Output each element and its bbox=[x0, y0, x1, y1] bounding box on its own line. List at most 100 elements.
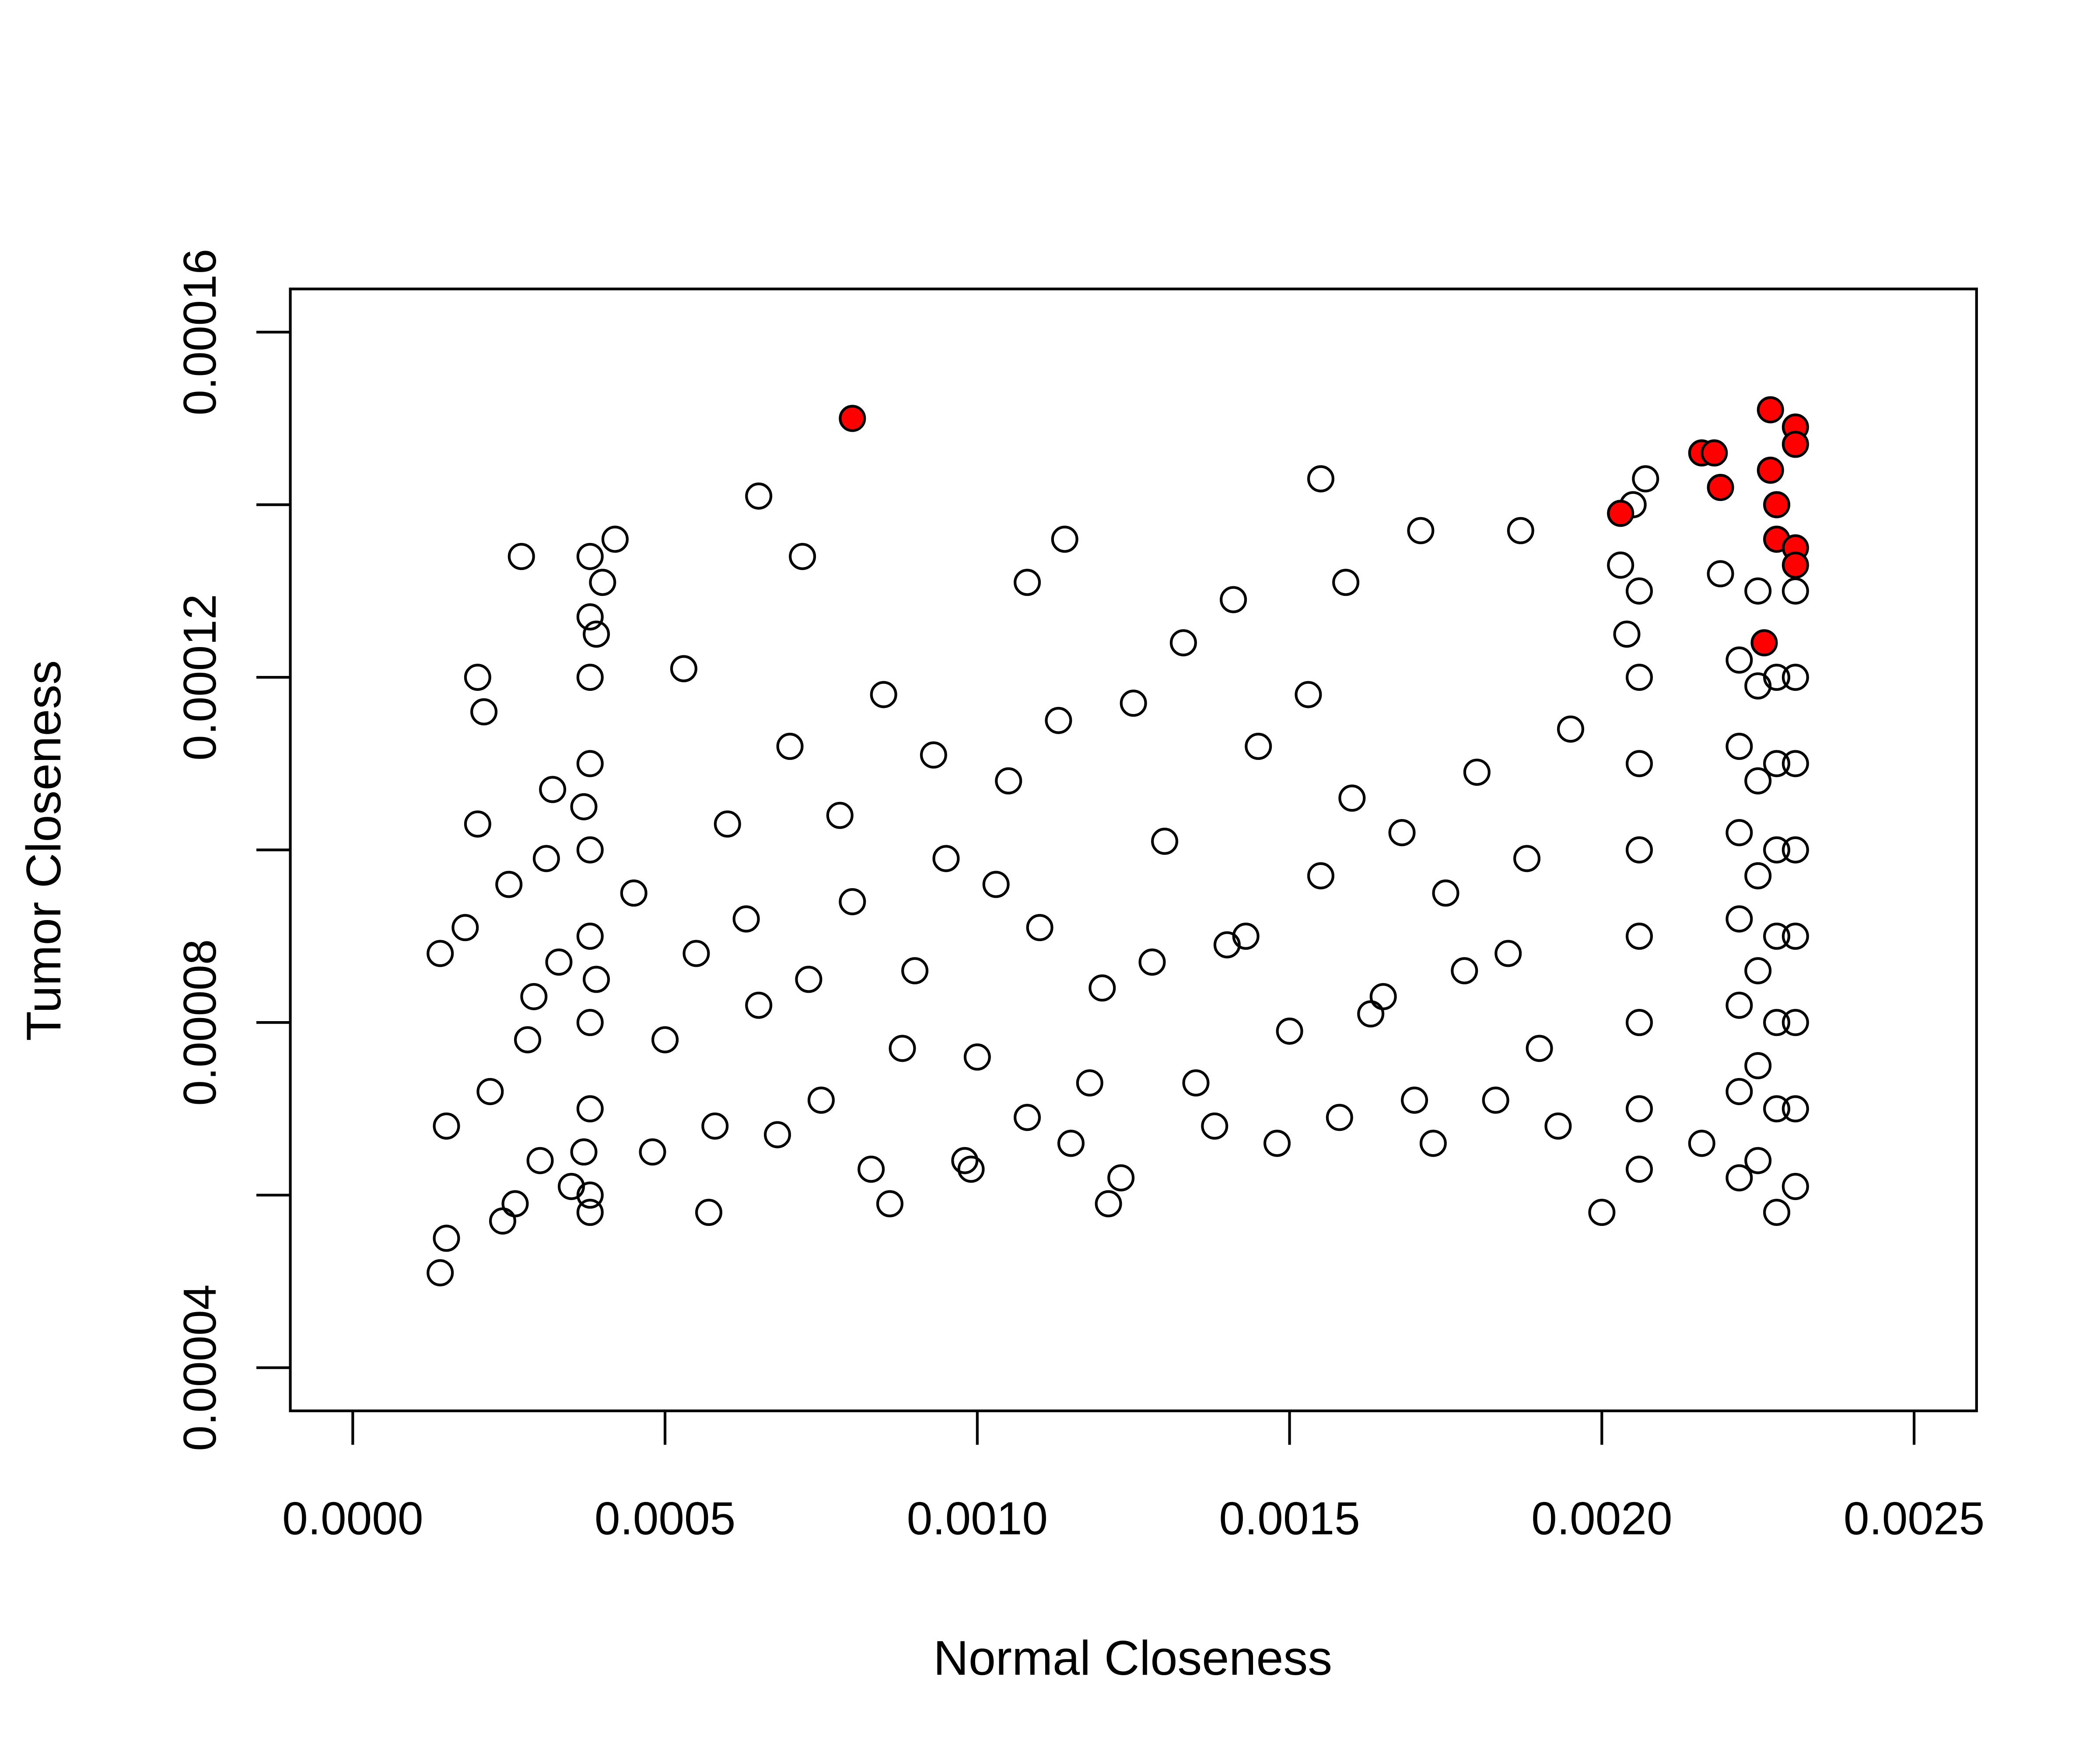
point bbox=[1782, 664, 1809, 691]
point bbox=[433, 1112, 460, 1140]
point bbox=[1357, 1000, 1385, 1028]
point bbox=[1451, 957, 1478, 984]
x-tick-label: 0.0005 bbox=[595, 1493, 735, 1544]
point bbox=[651, 1026, 679, 1054]
point bbox=[576, 1009, 604, 1036]
point bbox=[1763, 750, 1791, 777]
point bbox=[982, 871, 1010, 898]
point bbox=[1632, 465, 1659, 493]
point bbox=[489, 1207, 516, 1235]
point bbox=[1763, 922, 1791, 950]
y-tick-label: 0.00008 bbox=[175, 939, 226, 1106]
point bbox=[1613, 620, 1641, 648]
point bbox=[1625, 577, 1653, 605]
point bbox=[701, 1112, 729, 1140]
point bbox=[1526, 1035, 1553, 1062]
point bbox=[1782, 836, 1809, 864]
point bbox=[1744, 1052, 1772, 1079]
point bbox=[1332, 569, 1360, 596]
point bbox=[576, 664, 604, 691]
point bbox=[1295, 681, 1322, 708]
point bbox=[520, 983, 548, 1010]
point bbox=[476, 1078, 504, 1105]
point bbox=[1151, 827, 1179, 855]
point bbox=[570, 1138, 598, 1166]
point bbox=[870, 681, 897, 708]
point bbox=[1782, 430, 1809, 458]
point bbox=[889, 1035, 916, 1062]
point bbox=[1388, 819, 1416, 847]
point bbox=[901, 957, 929, 984]
point bbox=[1625, 1095, 1653, 1123]
point bbox=[576, 1095, 604, 1123]
point bbox=[1557, 715, 1584, 743]
point bbox=[433, 1225, 460, 1252]
point bbox=[732, 905, 760, 933]
x-tick-label: 0.0020 bbox=[1531, 1493, 1672, 1544]
point bbox=[1607, 551, 1634, 579]
point bbox=[1088, 974, 1116, 1002]
point bbox=[1726, 1078, 1753, 1105]
point bbox=[1544, 1112, 1572, 1140]
point bbox=[695, 1199, 723, 1226]
point bbox=[532, 845, 560, 872]
point bbox=[1744, 957, 1772, 984]
point bbox=[1369, 983, 1397, 1010]
point bbox=[501, 1190, 529, 1218]
point bbox=[576, 922, 604, 950]
point bbox=[514, 1026, 542, 1054]
point bbox=[957, 1155, 985, 1183]
point bbox=[1307, 465, 1334, 493]
point bbox=[1513, 845, 1541, 872]
point bbox=[464, 810, 491, 838]
point bbox=[452, 914, 479, 942]
point bbox=[1744, 862, 1772, 889]
point bbox=[1494, 940, 1522, 967]
point bbox=[539, 776, 567, 803]
point bbox=[1726, 732, 1753, 760]
point bbox=[1051, 525, 1078, 553]
point bbox=[1757, 456, 1784, 484]
y-tick-label: 0.00016 bbox=[175, 249, 226, 416]
point bbox=[1750, 629, 1778, 657]
x-tick-label: 0.0025 bbox=[1844, 1493, 1984, 1544]
point bbox=[1138, 948, 1166, 976]
y-tick-label: 0.00012 bbox=[175, 594, 226, 761]
point bbox=[1201, 1112, 1228, 1140]
point bbox=[745, 482, 773, 510]
point bbox=[776, 732, 804, 760]
point bbox=[1763, 1009, 1791, 1036]
point bbox=[1482, 1086, 1509, 1114]
point bbox=[526, 1147, 554, 1174]
point bbox=[576, 1199, 604, 1226]
point bbox=[1169, 629, 1197, 657]
point bbox=[807, 1086, 835, 1114]
point bbox=[1757, 396, 1784, 424]
point bbox=[932, 845, 960, 872]
point bbox=[839, 405, 866, 432]
point bbox=[995, 767, 1022, 794]
point bbox=[576, 542, 604, 570]
point bbox=[1625, 750, 1653, 777]
point bbox=[583, 620, 610, 648]
point bbox=[745, 991, 773, 1019]
point bbox=[1407, 517, 1435, 544]
point bbox=[1095, 1190, 1122, 1218]
point bbox=[714, 810, 741, 838]
point bbox=[1782, 1095, 1809, 1123]
plot-frame bbox=[289, 287, 1978, 1412]
point bbox=[1707, 474, 1734, 501]
x-tick-label: 0.0015 bbox=[1219, 1493, 1360, 1544]
point bbox=[1463, 759, 1491, 786]
point bbox=[427, 1259, 454, 1287]
point bbox=[576, 603, 604, 631]
y-axis-title: Tumor Closeness bbox=[16, 660, 71, 1041]
point bbox=[639, 1138, 666, 1166]
point bbox=[495, 871, 523, 898]
point bbox=[1076, 1069, 1103, 1097]
point bbox=[1276, 1017, 1303, 1045]
point bbox=[1625, 1155, 1653, 1183]
point bbox=[1701, 439, 1728, 467]
